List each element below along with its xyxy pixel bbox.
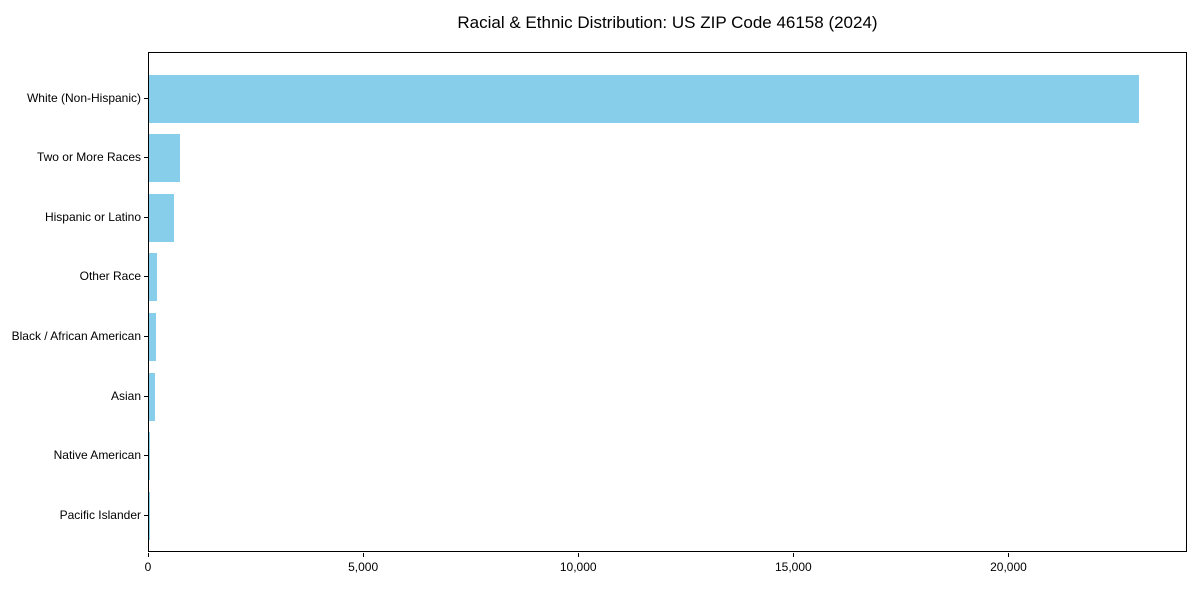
bar: [149, 253, 157, 302]
y-axis-label: White (Non-Hispanic): [26, 90, 141, 105]
bar: [149, 134, 180, 183]
bar: [149, 313, 157, 362]
x-axis-tick-label: 15,000: [774, 560, 812, 574]
x-axis-tick-label: 0: [144, 560, 152, 574]
x-axis-tick-label: 20,000: [990, 560, 1027, 574]
chart-title: Racial & Ethnic Distribution: US ZIP Cod…: [457, 13, 878, 32]
x-axis-tick-label: 5,000: [348, 560, 379, 574]
y-axis-label: Native American: [53, 448, 141, 463]
y-axis-tick: [144, 336, 148, 338]
x-axis-tick: [578, 553, 580, 557]
bar: [149, 432, 150, 481]
y-axis-tick: [144, 216, 148, 218]
y-axis-label: Two or More Races: [36, 150, 141, 165]
y-axis-tick: [144, 455, 148, 457]
y-axis-tick: [144, 276, 148, 278]
y-axis-tick: [144, 514, 148, 516]
y-axis-label: Hispanic or Latino: [44, 209, 141, 224]
y-axis-tick: [144, 157, 148, 159]
x-axis-tick: [1008, 553, 1010, 557]
y-axis-label: Asian: [110, 388, 141, 403]
y-axis-label: Other Race: [79, 269, 141, 284]
bar: [149, 74, 1139, 123]
y-axis-tick: [144, 97, 148, 99]
y-axis-tick: [144, 395, 148, 397]
bar: [149, 372, 156, 421]
x-axis-tick: [793, 553, 795, 557]
y-axis-label: Black / African American: [11, 329, 141, 344]
x-axis-tick: [148, 553, 149, 557]
plot-area: [148, 52, 1187, 552]
x-axis-tick: [363, 553, 365, 557]
x-axis-tick-label: 10,000: [559, 560, 597, 574]
bar: [149, 193, 174, 242]
y-axis-label: Pacific Islander: [59, 507, 141, 522]
